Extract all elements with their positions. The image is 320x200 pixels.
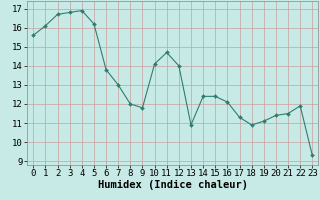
X-axis label: Humidex (Indice chaleur): Humidex (Indice chaleur)	[98, 180, 248, 190]
